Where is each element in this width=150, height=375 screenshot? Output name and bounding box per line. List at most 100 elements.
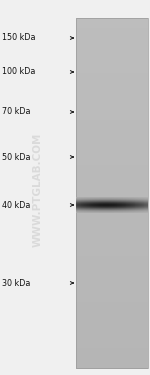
Bar <box>76 293 148 294</box>
Bar <box>122 203 123 204</box>
Bar <box>113 201 114 202</box>
Bar <box>90 198 92 199</box>
Bar <box>76 207 148 209</box>
Bar <box>116 210 117 211</box>
Bar <box>144 210 145 211</box>
Bar <box>126 205 127 206</box>
Bar <box>96 201 97 202</box>
Bar <box>99 204 101 205</box>
Bar <box>86 198 87 199</box>
Bar <box>76 20 148 21</box>
Bar <box>85 197 86 198</box>
Text: WWW.PTGLAB.COM: WWW.PTGLAB.COM <box>33 133 43 247</box>
Bar <box>112 202 113 203</box>
Bar <box>128 207 129 208</box>
Bar <box>119 211 120 212</box>
Bar <box>76 135 148 136</box>
Bar <box>120 212 121 213</box>
Bar <box>128 212 129 213</box>
Bar <box>80 209 81 210</box>
Bar <box>76 172 148 173</box>
Bar <box>99 199 101 200</box>
Bar <box>108 200 109 201</box>
Bar <box>117 201 118 202</box>
Bar <box>76 211 77 212</box>
Bar <box>82 211 84 212</box>
Bar <box>99 206 100 207</box>
Bar <box>125 197 126 198</box>
Bar <box>123 201 124 202</box>
Bar <box>81 203 83 204</box>
Bar <box>111 199 112 200</box>
Bar <box>112 205 113 206</box>
Bar <box>76 326 148 327</box>
Bar <box>101 200 102 201</box>
Bar <box>126 207 127 208</box>
Bar <box>138 208 139 209</box>
Bar <box>99 202 101 203</box>
Bar <box>133 202 134 203</box>
Bar <box>138 204 139 205</box>
Bar <box>139 204 140 205</box>
Bar <box>144 197 146 198</box>
Bar <box>109 212 111 213</box>
Bar <box>139 204 140 205</box>
Bar <box>84 203 85 204</box>
Bar <box>79 204 80 205</box>
Bar <box>89 202 90 203</box>
Bar <box>144 209 145 210</box>
Bar <box>127 207 129 208</box>
Bar <box>107 210 108 211</box>
Bar <box>138 197 139 198</box>
Bar <box>139 208 140 209</box>
Bar <box>116 203 117 204</box>
Bar <box>76 114 148 116</box>
Bar <box>76 105 148 107</box>
Bar <box>117 207 118 208</box>
Bar <box>103 209 104 210</box>
Bar <box>123 199 124 200</box>
Bar <box>147 210 148 211</box>
Bar <box>103 199 104 200</box>
Bar <box>120 206 121 207</box>
Bar <box>130 203 131 204</box>
Bar <box>129 212 130 213</box>
Bar <box>143 212 144 213</box>
Bar <box>126 198 127 199</box>
Bar <box>76 84 148 86</box>
Bar <box>130 201 131 202</box>
Bar <box>146 208 147 209</box>
Bar <box>115 211 116 212</box>
Bar <box>99 208 100 209</box>
Bar <box>76 310 148 312</box>
Bar <box>76 133 148 134</box>
Bar <box>90 207 92 208</box>
Bar <box>95 211 96 212</box>
Bar <box>76 199 148 201</box>
Bar <box>83 212 84 213</box>
Bar <box>133 205 134 206</box>
Bar <box>89 210 90 211</box>
Bar <box>96 204 97 205</box>
Bar <box>94 205 95 206</box>
Bar <box>135 204 136 205</box>
Bar <box>80 204 81 205</box>
Bar <box>144 203 146 204</box>
Bar <box>119 204 120 205</box>
Bar <box>90 206 92 207</box>
Bar <box>105 198 106 199</box>
Bar <box>119 212 120 213</box>
Bar <box>90 201 91 202</box>
Bar <box>119 211 120 212</box>
Bar <box>93 207 94 208</box>
Bar <box>92 203 93 204</box>
Bar <box>129 211 130 212</box>
Bar <box>129 207 130 208</box>
Bar <box>115 197 116 198</box>
Bar <box>87 200 88 201</box>
Bar <box>134 207 135 208</box>
Bar <box>141 208 142 209</box>
Bar <box>77 207 78 208</box>
Bar <box>137 200 138 201</box>
Bar <box>112 205 113 206</box>
